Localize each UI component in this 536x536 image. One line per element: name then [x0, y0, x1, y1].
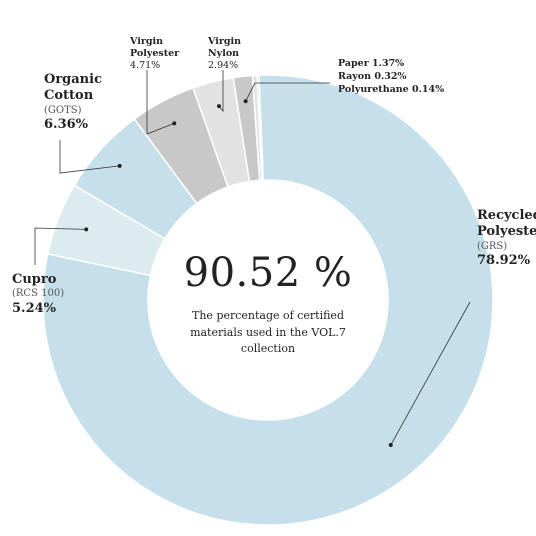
leader-line-0	[390, 301, 471, 446]
slice-percentage: 78.92%	[477, 253, 531, 268]
slice-0	[42, 74, 494, 526]
label-recycled-polyester: Recycled Polyester (GRS) 78.92%	[477, 208, 536, 269]
small-item-rayon: Rayon 0.32%	[338, 70, 407, 82]
small-items-list: Paper 1.37% Rayon 0.32% Polyurethane 0.1…	[338, 58, 444, 96]
slice-7	[256, 74, 264, 181]
small-item-polyurethane: Polyurethane 0.14%	[338, 83, 445, 95]
leader-dot-5	[243, 99, 248, 104]
slice-percentage: 5.24%	[12, 300, 57, 316]
slice-name: Virgin Polyester	[130, 36, 180, 59]
slice-name: Organic Cotton	[44, 72, 102, 104]
label-virgin-polyester: Virgin Polyester 4.71%	[130, 36, 179, 72]
center-value: 90.52 %	[183, 250, 353, 296]
leader-dot-4	[217, 104, 222, 109]
leader-line-4	[218, 70, 224, 113]
label-organic-cotton: Organic Cotton (GOTS) 6.36%	[44, 72, 102, 133]
leader-lines	[34, 70, 471, 448]
small-item-paper: Paper 1.37%	[338, 58, 405, 69]
slice-standard: (GOTS)	[44, 104, 82, 116]
slice-name: Recycled Polyester	[477, 208, 536, 240]
slice-percentage: 4.71%	[130, 59, 161, 71]
donut-slices	[42, 74, 494, 526]
leader-dot-0	[388, 443, 393, 448]
slice-name: Cupro	[12, 272, 57, 287]
slice-percentage: 6.36%	[44, 117, 89, 132]
slice-standard: (RCS 100)	[12, 288, 65, 300]
slice-standard: (GRS)	[477, 240, 508, 252]
center-caption: The percentage of certified materials us…	[190, 309, 346, 355]
label-cupro: Cupro (RCS 100) 5.24%	[12, 272, 64, 317]
slice-percentage: 2.94%	[208, 59, 239, 71]
leader-dot-2	[117, 163, 122, 168]
leader-dot-3	[172, 121, 177, 126]
leader-line-2	[59, 140, 120, 174]
leader-line-5	[245, 82, 330, 102]
leader-line-3	[146, 70, 175, 135]
leader-dot-1	[84, 227, 89, 232]
leader-line-1	[34, 227, 87, 265]
slice-name: Virgin Nylon	[208, 36, 241, 59]
label-virgin-nylon: Virgin Nylon 2.94%	[208, 36, 241, 72]
